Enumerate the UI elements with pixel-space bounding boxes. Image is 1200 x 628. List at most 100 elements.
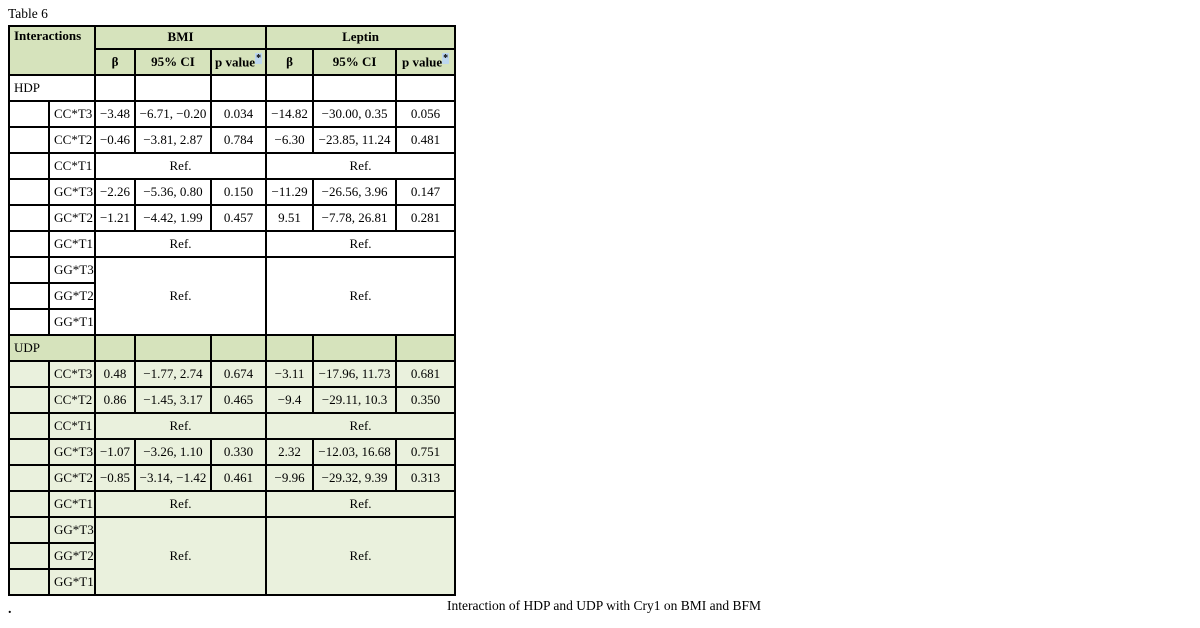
footnote-marker: * xyxy=(255,52,263,64)
row-label: GC*T3 xyxy=(47,438,97,466)
row-label: CC*T2 xyxy=(47,126,97,154)
leptin-reference-cell: Ref. xyxy=(265,490,457,518)
indent-cell xyxy=(8,490,50,518)
row-label: GC*T3 xyxy=(47,178,97,206)
indent-cell xyxy=(8,542,50,570)
footnote-marker: * xyxy=(442,52,450,64)
bmi-pvalue: 0.150 xyxy=(210,178,268,206)
leptin-beta: −9.4 xyxy=(265,386,315,414)
row-label: CC*T3 xyxy=(47,360,97,388)
table-title: Table 6 xyxy=(8,6,48,21)
bmi-ci: −3.26, 1.10 xyxy=(134,438,213,466)
indent-cell xyxy=(8,464,50,492)
col-header-bmi-beta: β xyxy=(94,48,137,76)
leptin-ci: −17.96, 11.73 xyxy=(312,360,398,388)
bmi-beta: −3.48 xyxy=(94,100,137,128)
bmi-ci: −6.71, −0.20 xyxy=(134,100,213,128)
col-header-interactions: Interactions xyxy=(7,25,97,76)
table-row-hdp-cc-t1: CC*T1 Ref. Ref. xyxy=(8,152,457,180)
table-row-udp-gc-t3: GC*T3 −1.07 −3.26, 1.10 0.330 2.32 −12.0… xyxy=(8,438,457,466)
bmi-pvalue: 0.784 xyxy=(210,126,268,154)
row-label: GC*T2 xyxy=(47,204,97,232)
empty-cell xyxy=(265,74,315,102)
bmi-reference-cell: Ref. xyxy=(94,490,268,518)
indent-cell xyxy=(8,516,50,544)
col-group-bmi: BMI xyxy=(94,25,268,50)
indent-cell xyxy=(8,412,50,440)
bmi-reference-cell: Ref. xyxy=(94,516,268,596)
bmi-beta: −0.85 xyxy=(94,464,137,492)
leptin-pvalue: 0.056 xyxy=(395,100,457,128)
table-row-udp-gg-t1: GG*T1 xyxy=(8,568,455,596)
table-row-udp-gc-t1: GC*T1 Ref. Ref. xyxy=(8,490,457,518)
leptin-ci: −23.85, 11.24 xyxy=(312,126,398,154)
indent-cell xyxy=(8,100,50,128)
bmi-ci: −1.45, 3.17 xyxy=(134,386,213,414)
leptin-beta: −3.11 xyxy=(265,360,315,388)
indent-cell xyxy=(8,256,50,284)
row-label: CC*T3 xyxy=(47,100,97,128)
leptin-pvalue: 0.481 xyxy=(395,126,457,154)
col-header-leptin-beta: β xyxy=(265,48,315,76)
indent-cell xyxy=(8,360,50,388)
table-row-udp-cc-t3: CC*T3 0.48 −1.77, 2.74 0.674 −3.11 −17.9… xyxy=(8,360,457,388)
bmi-ci: −3.81, 2.87 xyxy=(134,126,213,154)
indent-cell xyxy=(8,282,50,310)
header-row-stats: β 95% CI p value* β 95% CI p value* xyxy=(9,48,457,76)
indent-cell xyxy=(8,230,50,258)
row-label: GG*T3 xyxy=(47,516,97,544)
bmi-beta: 0.48 xyxy=(94,360,137,388)
empty-cell xyxy=(94,74,137,102)
leptin-reference-cell: Ref. xyxy=(265,152,457,180)
indent-cell xyxy=(8,568,50,596)
row-label: GC*T1 xyxy=(47,490,97,518)
table-row-udp-gc-t2: GC*T2 −0.85 −3.14, −1.42 0.461 −9.96 −29… xyxy=(8,464,457,492)
indent-cell xyxy=(8,152,50,180)
bmi-beta: −1.21 xyxy=(94,204,137,232)
empty-cell xyxy=(134,74,213,102)
leptin-reference-cell: Ref. xyxy=(265,230,457,258)
leptin-beta: −14.82 xyxy=(265,100,315,128)
section-label-udp: UDP xyxy=(7,334,97,362)
row-label: GG*T2 xyxy=(47,542,97,570)
leptin-beta: 2.32 xyxy=(265,438,315,466)
table-row-udp-gg-t2: GG*T2 xyxy=(8,542,455,570)
leptin-beta: −9.96 xyxy=(265,464,315,492)
leptin-ci: −7.78, 26.81 xyxy=(312,204,398,232)
col-header-bmi-pvalue: p value* xyxy=(210,48,268,76)
p-value-label: p value xyxy=(214,54,256,70)
row-label: GG*T1 xyxy=(47,568,97,596)
table-row-udp-cc-t2: CC*T2 0.86 −1.45, 3.17 0.465 −9.4 −29.11… xyxy=(8,386,457,414)
bmi-beta: −1.07 xyxy=(94,438,137,466)
leptin-beta: −6.30 xyxy=(265,126,315,154)
bmi-pvalue: 0.034 xyxy=(210,100,268,128)
bmi-pvalue: 0.465 xyxy=(210,386,268,414)
bmi-pvalue: 0.674 xyxy=(210,360,268,388)
leptin-ci: −12.03, 16.68 xyxy=(312,438,398,466)
bmi-reference-cell: Ref. xyxy=(94,230,268,258)
indent-cell xyxy=(8,386,50,414)
row-label: GG*T3 xyxy=(47,256,97,284)
section-label-hdp: HDP xyxy=(7,74,97,102)
row-label: GC*T1 xyxy=(47,230,97,258)
bmi-ci: −1.77, 2.74 xyxy=(134,360,213,388)
indent-cell xyxy=(8,438,50,466)
bmi-ci: −3.14, −1.42 xyxy=(134,464,213,492)
empty-cell xyxy=(395,334,457,362)
table-row-hdp-gc-t1: GC*T1 Ref. Ref. xyxy=(8,230,457,258)
empty-cell xyxy=(94,334,137,362)
table-caption: Interaction of HDP and UDP with Cry1 on … xyxy=(447,598,761,613)
leptin-reference-cell: Ref. xyxy=(265,516,457,596)
indent-cell xyxy=(8,178,50,206)
document-page: Table 6 Interactions BMI Leptin β 95% CI… xyxy=(7,6,457,596)
leptin-reference-cell: Ref. xyxy=(265,412,457,440)
leptin-pvalue: 0.147 xyxy=(395,178,457,206)
row-label: CC*T2 xyxy=(47,386,97,414)
bmi-pvalue: 0.457 xyxy=(210,204,268,232)
bmi-beta: 0.86 xyxy=(94,386,137,414)
table-row-udp-cc-t1: CC*T1 Ref. Ref. xyxy=(8,412,457,440)
row-label: GG*T2 xyxy=(47,282,97,310)
empty-cell xyxy=(312,74,398,102)
indent-cell xyxy=(8,308,50,336)
empty-cell xyxy=(210,74,268,102)
